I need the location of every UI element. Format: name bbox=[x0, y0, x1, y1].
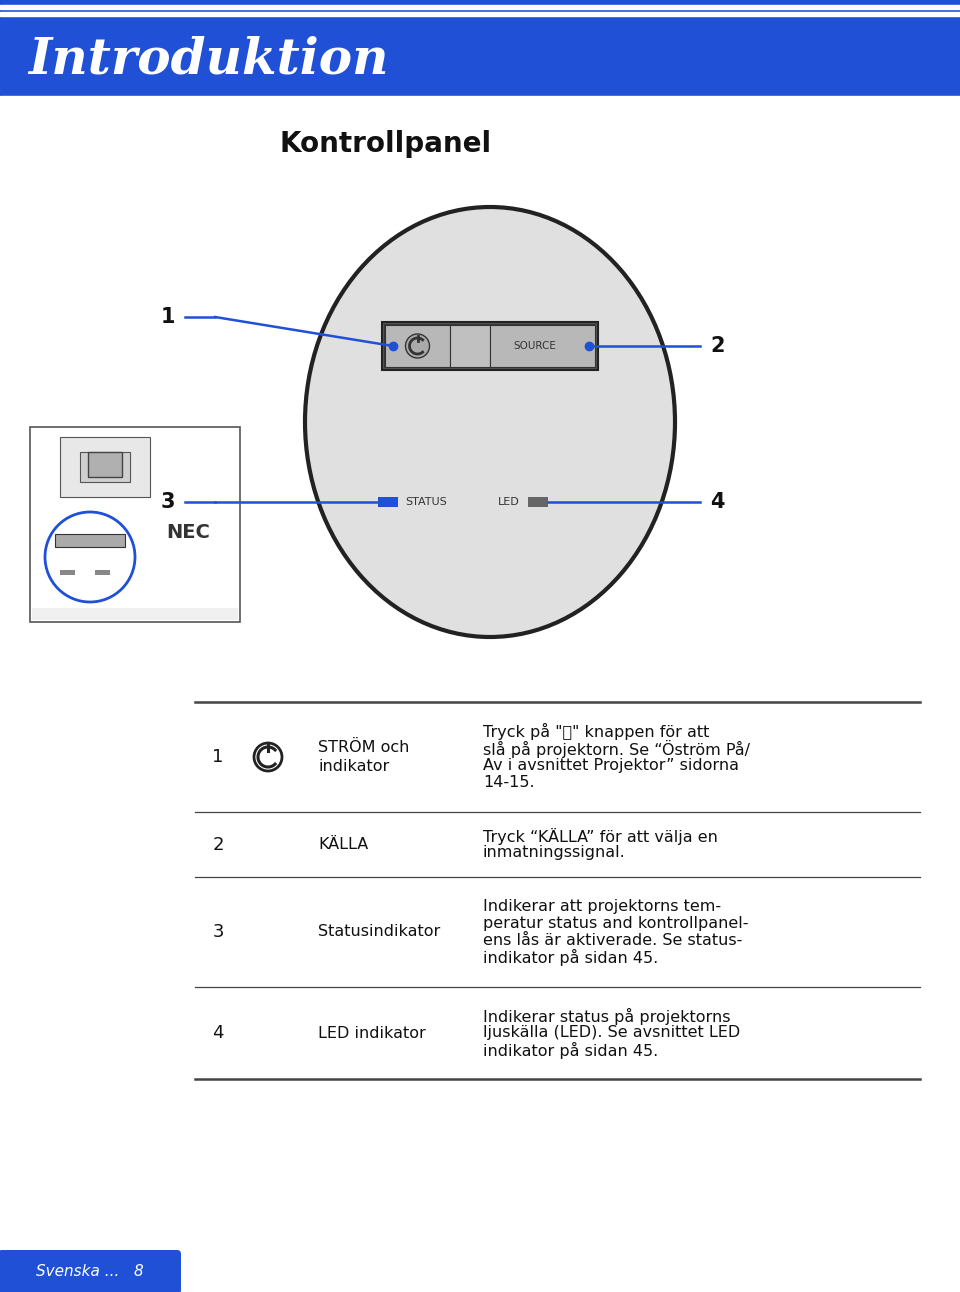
Bar bbox=[0, 5, 960, 9]
Circle shape bbox=[45, 512, 135, 602]
Bar bbox=[60, 437, 150, 497]
Bar bbox=[0, 0, 960, 99]
Text: ljuskälla (LED). Se avsnittet LED: ljuskälla (LED). Se avsnittet LED bbox=[483, 1026, 740, 1040]
Bar bbox=[80, 452, 130, 482]
Text: 14-15.: 14-15. bbox=[483, 775, 535, 789]
Bar bbox=[30, 426, 240, 621]
Text: 1: 1 bbox=[160, 307, 175, 327]
Bar bbox=[0, 12, 960, 16]
Bar bbox=[55, 534, 125, 547]
Bar bbox=[385, 326, 595, 367]
Text: Introduktion: Introduktion bbox=[28, 35, 389, 84]
Text: 4: 4 bbox=[710, 492, 725, 512]
Text: Svenska ...   8: Svenska ... 8 bbox=[36, 1265, 143, 1279]
Text: SOURCE: SOURCE bbox=[513, 341, 556, 351]
Text: 2: 2 bbox=[212, 836, 224, 854]
Text: Av i avsnittet Projektor” sidorna: Av i avsnittet Projektor” sidorna bbox=[483, 758, 739, 773]
Bar bbox=[382, 322, 598, 370]
Text: inmatningssignal.: inmatningssignal. bbox=[483, 845, 626, 860]
Bar bbox=[450, 326, 490, 367]
Text: Indikerar status på projektorns: Indikerar status på projektorns bbox=[483, 1008, 731, 1025]
Text: 3: 3 bbox=[212, 922, 224, 941]
Text: NEC: NEC bbox=[166, 522, 210, 541]
Bar bbox=[385, 326, 450, 367]
Text: LED: LED bbox=[498, 497, 520, 506]
Text: Tryck “KÄLLA” för att välja en: Tryck “KÄLLA” för att välja en bbox=[483, 827, 718, 845]
Text: LED indikator: LED indikator bbox=[318, 1026, 425, 1040]
Text: 1: 1 bbox=[212, 748, 224, 766]
Bar bbox=[378, 497, 398, 506]
Bar bbox=[32, 609, 238, 620]
Bar bbox=[60, 570, 75, 575]
Text: KÄLLA: KÄLLA bbox=[318, 837, 369, 851]
Text: Indikerar att projektorns tem-: Indikerar att projektorns tem- bbox=[483, 899, 721, 913]
Text: 4: 4 bbox=[212, 1025, 224, 1043]
Text: STRÖM och
indikator: STRÖM och indikator bbox=[318, 739, 409, 774]
Text: Kontrollpanel: Kontrollpanel bbox=[280, 130, 492, 158]
Ellipse shape bbox=[305, 207, 675, 637]
Circle shape bbox=[405, 335, 429, 358]
Bar bbox=[528, 497, 548, 506]
Text: STATUS: STATUS bbox=[405, 497, 446, 506]
Text: slå på projektorn. Se “Öström På/: slå på projektorn. Se “Öström På/ bbox=[483, 739, 750, 757]
Bar bbox=[0, 103, 960, 107]
Text: Tryck på "⏻" knappen för att: Tryck på "⏻" knappen för att bbox=[483, 724, 709, 740]
Text: 2: 2 bbox=[710, 336, 725, 357]
Text: indikator på sidan 45.: indikator på sidan 45. bbox=[483, 1041, 659, 1058]
Text: 3: 3 bbox=[160, 492, 175, 512]
Bar bbox=[88, 452, 122, 477]
Text: peratur status and kontrollpanel-: peratur status and kontrollpanel- bbox=[483, 916, 749, 932]
Bar bbox=[0, 96, 960, 99]
Text: Statusindikator: Statusindikator bbox=[318, 925, 441, 939]
FancyBboxPatch shape bbox=[0, 1249, 181, 1292]
Text: ens lås är aktiverade. Se status-: ens lås är aktiverade. Se status- bbox=[483, 933, 742, 948]
Bar bbox=[95, 570, 110, 575]
Text: indikator på sidan 45.: indikator på sidan 45. bbox=[483, 950, 659, 966]
Bar bbox=[490, 326, 595, 367]
